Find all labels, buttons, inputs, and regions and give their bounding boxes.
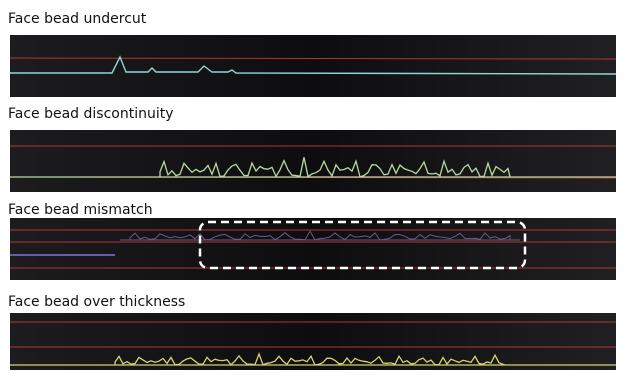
panel-label: Face bead discontinuity	[8, 106, 174, 122]
panel-label: Face bead undercut	[8, 11, 147, 27]
signal-screen	[10, 130, 616, 192]
panel-label: Face bead over thickness	[8, 294, 185, 310]
figure: Face bead undercut Face bead discontinui…	[0, 0, 626, 372]
signal-screen	[10, 35, 616, 97]
panel-label: Face bead mismatch	[8, 202, 153, 218]
